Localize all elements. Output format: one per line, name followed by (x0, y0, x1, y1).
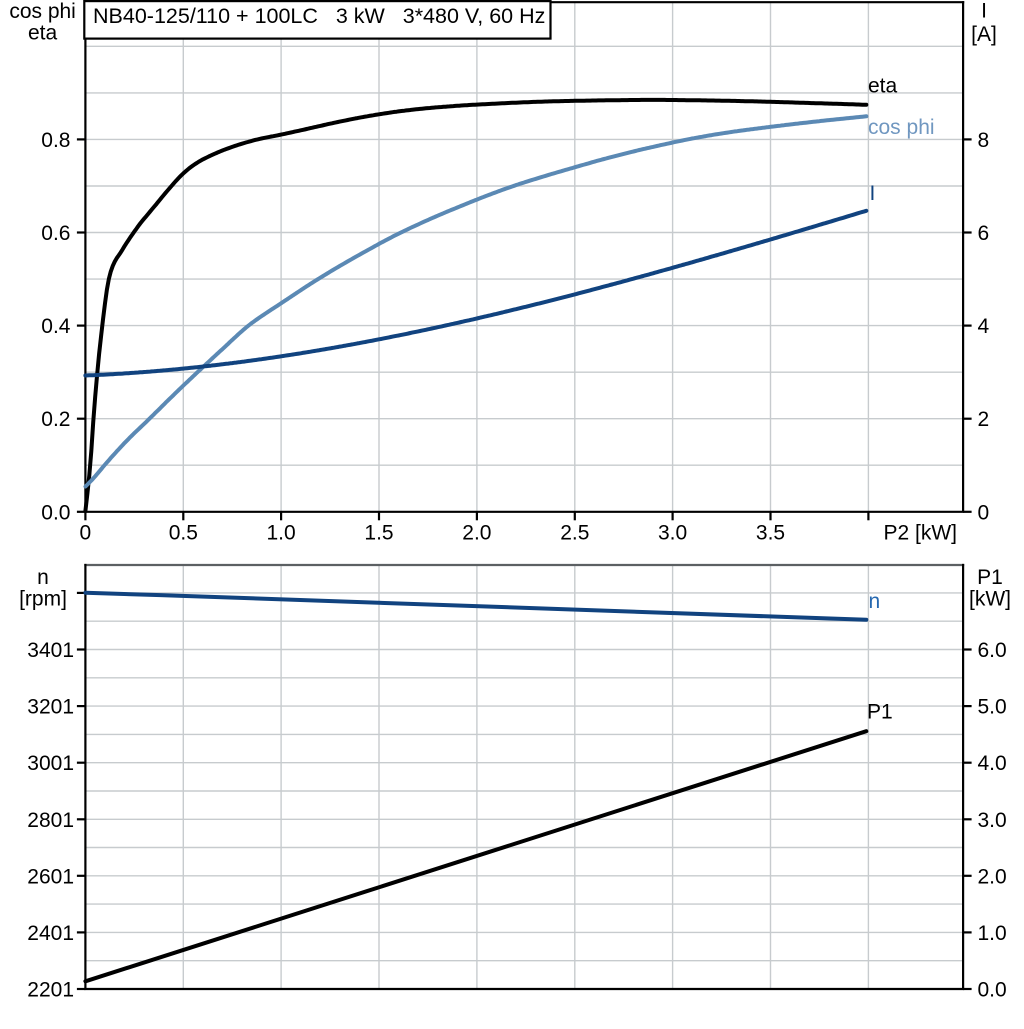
svg-text:3401: 3401 (27, 639, 74, 662)
svg-text:6: 6 (978, 222, 990, 245)
svg-text:2: 2 (978, 408, 990, 431)
svg-text:4: 4 (978, 315, 990, 338)
svg-text:n: n (37, 566, 49, 589)
svg-text:P1: P1 (977, 566, 1003, 589)
svg-text:[rpm]: [rpm] (19, 588, 67, 611)
svg-text:0.8: 0.8 (41, 129, 70, 152)
svg-text:0.5: 0.5 (169, 522, 198, 545)
svg-text:0: 0 (978, 501, 990, 524)
svg-text:8: 8 (978, 129, 990, 152)
svg-text:1.0: 1.0 (978, 922, 1007, 945)
svg-text:2201: 2201 (27, 979, 74, 1002)
svg-text:n: n (869, 590, 881, 613)
svg-text:0.0: 0.0 (41, 501, 70, 524)
svg-text:0.4: 0.4 (41, 315, 71, 338)
svg-text:0.6: 0.6 (41, 222, 70, 245)
svg-text:3.0: 3.0 (658, 522, 687, 545)
svg-text:3.5: 3.5 (756, 522, 785, 545)
svg-text:eta: eta (28, 22, 58, 45)
svg-text:2601: 2601 (27, 865, 74, 888)
svg-text:1.0: 1.0 (266, 522, 295, 545)
svg-text:cos phi: cos phi (9, 0, 76, 23)
svg-text:[A]: [A] (971, 23, 997, 46)
svg-text:4.0: 4.0 (978, 752, 1007, 775)
svg-text:2.0: 2.0 (462, 522, 491, 545)
svg-text:2401: 2401 (27, 922, 74, 945)
svg-text:5.0: 5.0 (978, 696, 1007, 719)
svg-text:3201: 3201 (27, 696, 74, 719)
svg-text:3.0: 3.0 (978, 809, 1007, 832)
svg-text:NB40-125/110 + 100LC 3 kW: NB40-125/110 + 100LC 3 kW 3*480 V, 60 Hz (93, 4, 545, 28)
svg-text:0: 0 (80, 522, 92, 545)
svg-text:2801: 2801 (27, 809, 74, 832)
svg-text:P2 [kW]: P2 [kW] (883, 522, 957, 545)
svg-text:I: I (981, 0, 987, 23)
svg-text:1.5: 1.5 (364, 522, 393, 545)
svg-text:eta: eta (868, 75, 898, 98)
svg-text:I: I (870, 182, 876, 205)
svg-text:0.0: 0.0 (978, 979, 1007, 1002)
svg-text:3001: 3001 (27, 752, 74, 775)
svg-text:2.5: 2.5 (560, 522, 589, 545)
svg-text:P1: P1 (867, 701, 893, 724)
svg-text:6.0: 6.0 (978, 639, 1007, 662)
svg-text:[kW]: [kW] (969, 588, 1011, 611)
svg-text:0.2: 0.2 (41, 408, 70, 431)
svg-text:2.0: 2.0 (978, 865, 1007, 888)
svg-text:cos phi: cos phi (868, 116, 935, 139)
